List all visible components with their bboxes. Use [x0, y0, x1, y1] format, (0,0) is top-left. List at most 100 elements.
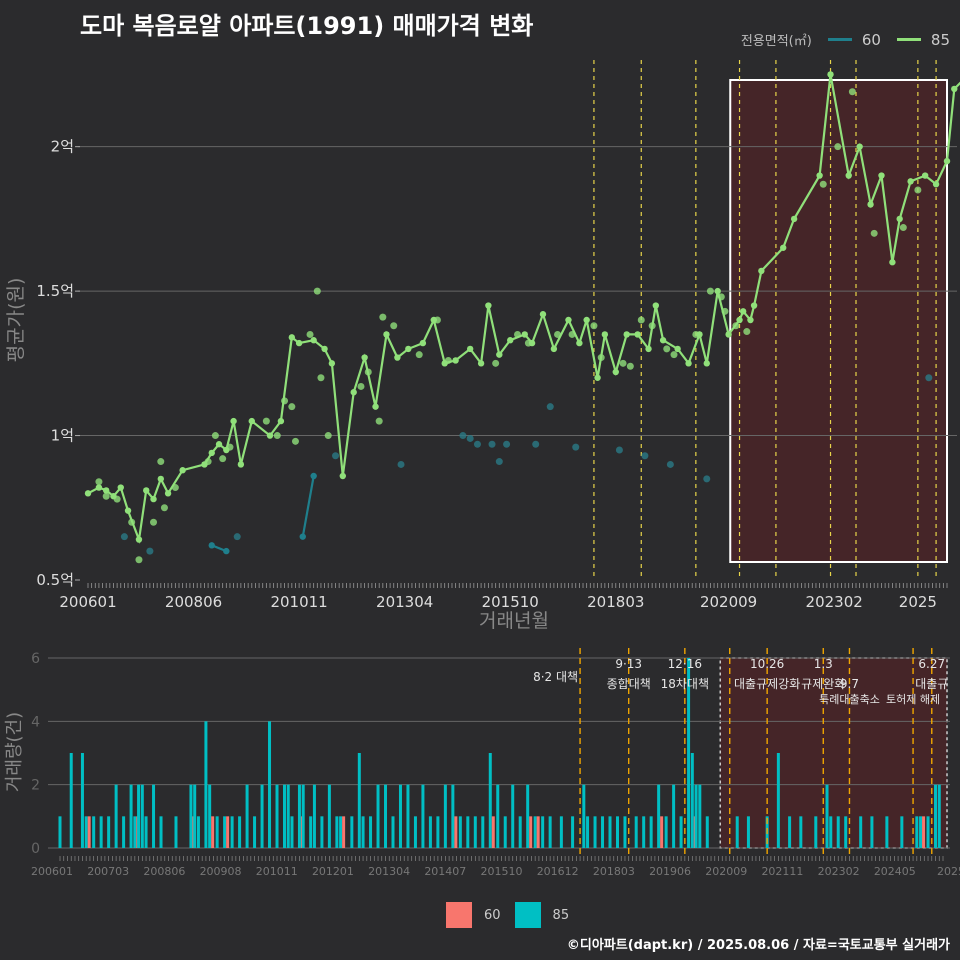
- legend-title: 전용면적(㎡): [740, 34, 812, 49]
- price-point-85: [150, 518, 158, 526]
- price-line-point-60: [299, 533, 306, 540]
- price-line-point-85: [266, 432, 274, 439]
- volume-bar-85: [58, 816, 62, 848]
- price-line-point-85: [321, 345, 328, 353]
- volume-bar-85: [481, 816, 485, 848]
- price-y-axis-label: 평균가(원): [5, 278, 27, 363]
- price-line-point-85: [95, 484, 103, 491]
- price-point-60: [703, 475, 711, 483]
- price-point-60: [332, 452, 340, 460]
- price-point-60: [495, 458, 503, 466]
- volume-annotation: 9·13: [615, 657, 642, 671]
- price-line-point-85: [816, 172, 823, 179]
- volume-bar-85: [309, 816, 313, 848]
- volume-annotation: 12·16: [668, 657, 702, 671]
- price-line-point-85: [550, 345, 558, 353]
- price-line-point-85: [594, 374, 601, 381]
- volume-bar-60: [454, 816, 458, 848]
- volume-bar-85: [238, 816, 242, 848]
- price-line-point-85: [310, 337, 317, 344]
- price-line-point-85: [943, 157, 951, 165]
- volume-bar-85: [152, 784, 156, 848]
- price-point-85: [135, 556, 143, 564]
- price-y-tick-label: 2억: [51, 138, 74, 156]
- price-line-point-85: [951, 85, 958, 93]
- legend-label-60: 60: [861, 30, 881, 49]
- price-line-point-85: [328, 360, 336, 367]
- price-point-85: [914, 186, 922, 194]
- volume-bar-60: [226, 816, 230, 848]
- volume-x-tick-label: 201011: [256, 865, 298, 878]
- price-line-point-85: [696, 331, 703, 338]
- price-y-tick-label: 1억: [51, 427, 74, 445]
- price-point-60: [488, 440, 496, 448]
- volume-bar-85: [885, 816, 889, 848]
- price-line-point-85: [230, 417, 237, 425]
- volume-annotation: 6.27: [918, 657, 945, 671]
- volume-bar-85: [496, 784, 500, 848]
- volume-bar-85: [488, 753, 492, 848]
- price-line-point-85: [466, 345, 474, 353]
- credit-text: ©디아파트(dapt.kr) / 2025.08.06 / 자료=국토교통부 실…: [566, 938, 950, 953]
- price-point-85: [102, 492, 110, 500]
- volume-bar-85: [230, 816, 234, 848]
- volume-bar-85: [859, 816, 863, 848]
- volume-bar-85: [361, 816, 365, 848]
- volume-x-tick-label: 200601: [31, 865, 73, 878]
- price-point-85: [848, 88, 856, 96]
- volume-bar-85: [122, 816, 126, 848]
- price-line-point-85: [634, 331, 641, 338]
- price-line-point-85: [452, 357, 459, 364]
- volume-bar-85: [548, 816, 552, 848]
- volume-annotation: 10.26: [750, 657, 784, 671]
- price-point-85: [219, 455, 227, 463]
- price-point-85: [834, 143, 842, 151]
- volume-x-tick-label: 202302: [818, 865, 860, 878]
- volume-bar-85: [698, 784, 702, 848]
- volume-bar-85: [649, 816, 653, 848]
- price-point-85: [324, 432, 332, 440]
- volume-bar-60: [922, 816, 926, 848]
- price-line-point-85: [576, 339, 583, 347]
- price-line-point-85: [612, 368, 619, 376]
- price-line-point-85: [539, 311, 547, 318]
- price-line-point-85: [750, 302, 758, 309]
- volume-bar-85: [159, 816, 163, 848]
- volume-bar-85: [825, 784, 829, 848]
- volume-bar-85: [413, 816, 417, 848]
- volume-x-tick-label: 201510: [481, 865, 523, 878]
- volume-annotation: 규제완화: [801, 677, 845, 691]
- volume-bar-85: [526, 784, 530, 848]
- volume-bar-60: [529, 816, 533, 848]
- price-legend: 전용면적(㎡) 60 85: [740, 30, 950, 50]
- volume-bar-85: [436, 816, 440, 848]
- volume-bar-85: [253, 816, 257, 848]
- volume-x-tick-label: 202405: [874, 865, 916, 878]
- volume-bar-85: [189, 784, 193, 848]
- volume-bar-60: [211, 816, 215, 848]
- volume-bar-85: [92, 816, 96, 848]
- volume-annotation: 종합대책: [607, 676, 651, 691]
- price-line-point-85: [780, 244, 787, 251]
- price-line-point-85: [157, 475, 164, 483]
- volume-x-tick-label: 202009: [705, 865, 747, 878]
- volume-bar-85: [593, 816, 597, 848]
- price-line-point-85: [725, 331, 732, 338]
- volume-bar-85: [458, 816, 462, 848]
- price-line-point-85: [528, 339, 536, 347]
- volume-highlight-box: [719, 657, 948, 849]
- volume-bar-85: [814, 816, 818, 848]
- volume-bar-85: [350, 816, 354, 848]
- volume-bar-85: [690, 753, 694, 848]
- volume-bar-85: [829, 816, 833, 848]
- volume-bar-85: [900, 816, 904, 848]
- volume-legend-swatch-60: [446, 902, 472, 928]
- price-x-tick-label: 201510: [482, 593, 539, 611]
- price-line-point-85: [117, 484, 124, 491]
- volume-x-tick-label: 200703: [87, 865, 129, 878]
- volume-bar-85: [735, 816, 739, 848]
- volume-bar-85: [428, 816, 432, 848]
- volume-bar-85: [129, 784, 133, 848]
- price-line-point-85: [394, 354, 401, 361]
- volume-bar-85: [687, 658, 691, 848]
